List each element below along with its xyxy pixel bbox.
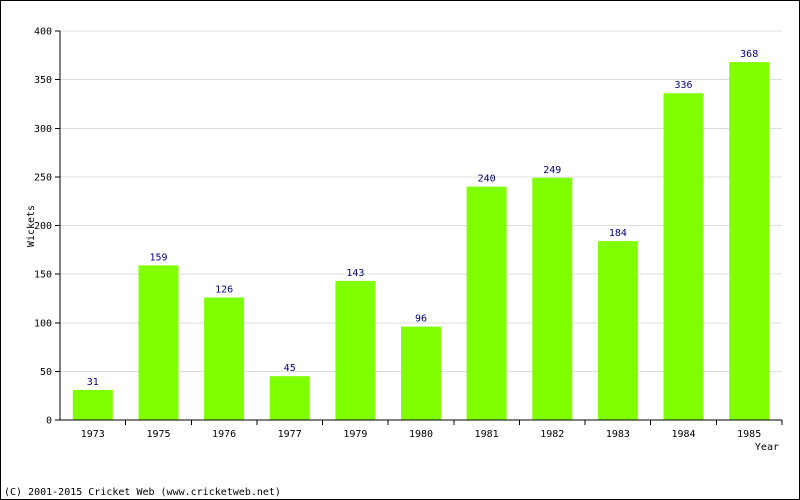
bar-1976	[204, 297, 245, 420]
data-label-1983: 184	[609, 228, 627, 239]
y-tick-label-150: 150	[34, 270, 52, 281]
bar-1984	[663, 93, 704, 420]
data-label-1975: 159	[149, 252, 167, 263]
labels-layer: 0 50 100 150 200 250 300 350 400 31 1973 159 1975 126…	[34, 27, 761, 441]
x-tick-label-1985: 1985	[737, 429, 761, 440]
axes-layer	[55, 30, 783, 425]
grid-layer	[60, 30, 782, 372]
data-label-1985: 368	[740, 49, 758, 60]
x-tick-label-1984: 1984	[671, 429, 695, 440]
data-label-1982: 249	[543, 165, 561, 176]
bar-1973	[72, 389, 113, 420]
bar-1983	[597, 241, 638, 420]
y-tick-label-300: 300	[34, 124, 52, 135]
x-tick-label-1977: 1977	[278, 429, 302, 440]
y-tick-label-250: 250	[34, 172, 52, 183]
bar-1982	[532, 177, 573, 420]
data-label-1976: 126	[215, 285, 233, 296]
x-axis-label: Year	[755, 442, 779, 453]
bar-1985	[729, 62, 770, 420]
data-label-1973: 31	[87, 377, 99, 388]
x-tick-label-1983: 1983	[606, 429, 630, 440]
y-tick-label-100: 100	[34, 318, 52, 329]
data-label-1980: 96	[415, 314, 427, 325]
x-tick-label-1981: 1981	[475, 429, 499, 440]
data-label-1984: 336	[674, 80, 692, 91]
data-label-1977: 45	[284, 363, 296, 374]
copyright-footer: (C) 2001-2015 Cricket Web (www.cricketwe…	[4, 487, 281, 498]
y-tick-label-200: 200	[34, 221, 52, 232]
data-label-1981: 240	[478, 174, 496, 185]
data-label-1979: 143	[346, 268, 364, 279]
x-tick-label-1979: 1979	[343, 429, 367, 440]
y-tick-label-50: 50	[40, 367, 52, 378]
bars-layer	[72, 62, 770, 420]
x-tick-label-1976: 1976	[212, 429, 236, 440]
bar-1975	[138, 265, 179, 420]
bar-1981	[466, 186, 507, 420]
y-tick-label-0: 0	[46, 416, 52, 427]
bar-1980	[401, 326, 441, 420]
x-tick-label-1980: 1980	[409, 429, 433, 440]
y-tick-label-400: 400	[34, 27, 52, 38]
x-tick-label-1982: 1982	[540, 429, 564, 440]
bar-1977	[269, 376, 310, 420]
x-tick-label-1975: 1975	[146, 429, 170, 440]
bar-1979	[335, 280, 376, 420]
y-axis-label: Wickets	[26, 205, 37, 247]
y-tick-label-350: 350	[34, 75, 52, 86]
x-tick-label-1973: 1973	[81, 429, 105, 440]
